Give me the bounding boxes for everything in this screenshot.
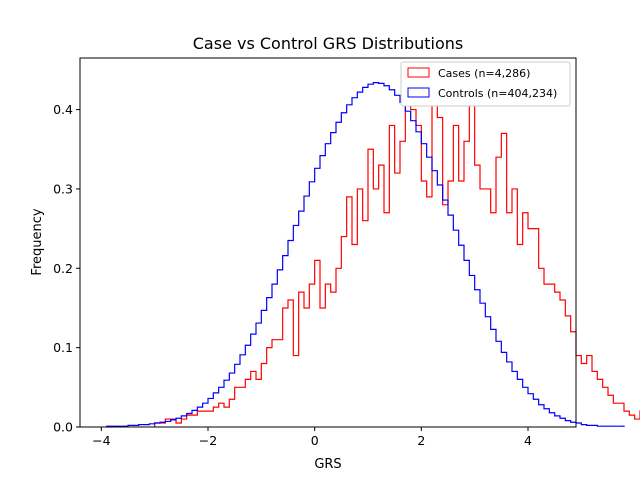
y-tick-label: 0.4 — [53, 102, 73, 117]
chart-title: Case vs Control GRS Distributions — [193, 34, 464, 53]
x-tick-label: −4 — [92, 433, 110, 448]
legend-swatch-cases — [407, 67, 430, 78]
x-tick-label: 0 — [311, 433, 319, 448]
x-tick-label: 2 — [417, 433, 425, 448]
legend-box — [400, 61, 571, 107]
x-axis-label: GRS — [314, 457, 341, 472]
y-tick-label: 0.3 — [53, 181, 73, 196]
histogram-series-controls — [106, 81, 625, 427]
legend: Cases (n=4,286) Controls (n=404,234) — [400, 61, 571, 107]
axes-frame — [79, 57, 577, 428]
y-axis: 0.0 0.1 0.2 0.3 0.4 — [53, 102, 80, 435]
x-tick-label: −2 — [199, 433, 217, 448]
x-tick-label: 4 — [524, 433, 532, 448]
legend-label-cases: Cases (n=4,286) — [438, 67, 530, 80]
y-tick-label: 0.2 — [53, 261, 73, 276]
legend-swatch-controls — [407, 87, 430, 98]
y-tick-label: 0.1 — [53, 340, 73, 355]
legend-label-controls: Controls (n=404,234) — [438, 87, 557, 100]
y-tick-label: 0.0 — [53, 420, 73, 435]
x-axis: −4 −2 0 2 4 — [92, 427, 532, 448]
y-axis-label: Frequency — [30, 208, 45, 275]
